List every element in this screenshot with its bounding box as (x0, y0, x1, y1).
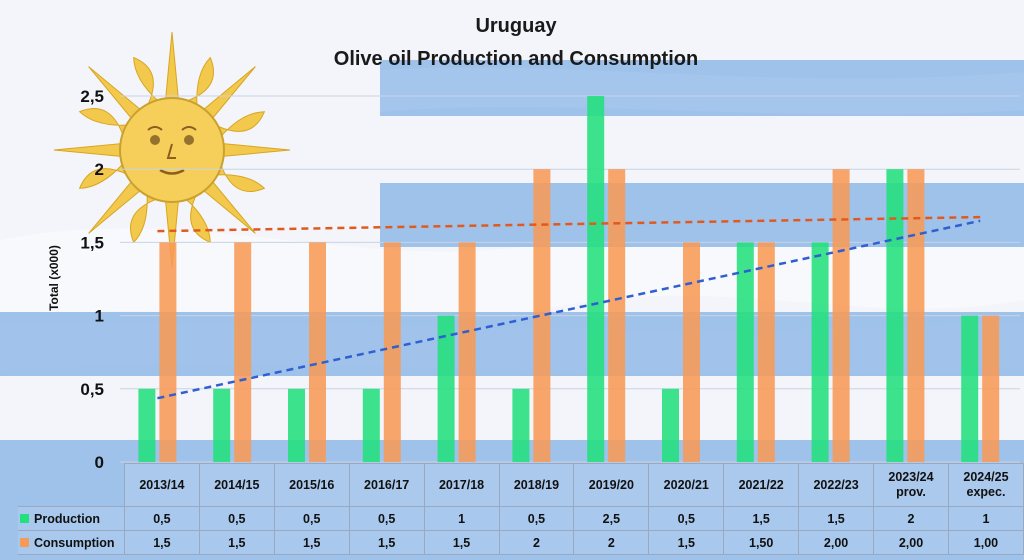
production-bar (587, 96, 605, 462)
y-axis-label: Total (x000) (47, 245, 61, 311)
y-tick-label: 2,5 (80, 87, 104, 106)
y-tick-label: 0 (95, 453, 104, 472)
data-label: 2 (573, 530, 650, 555)
category-label: 2018/19 (498, 463, 575, 507)
production-bar (886, 169, 904, 462)
sun-ray-wavy (214, 161, 266, 192)
category-label: 2017/18 (423, 463, 500, 507)
sun-ray-wavy (78, 162, 130, 189)
production-trendline (157, 219, 981, 400)
production-bar (437, 315, 455, 462)
sun-ray-wavy (214, 111, 266, 138)
consumption-bar (383, 242, 401, 462)
consumption-bar (234, 242, 252, 462)
consumption-bar (608, 169, 626, 462)
category-label: 2016/17 (348, 463, 425, 507)
consumption-bar (907, 169, 925, 462)
production-bar (736, 242, 754, 462)
data-label: 0,5 (198, 506, 275, 531)
legend-entry: Production (18, 506, 125, 531)
consumption-bar (757, 242, 775, 462)
data-table: 2013/14 2014/15 2015/16 2016/17 2017/18 2018/… (18, 463, 1024, 555)
table-row: Production 0,5 0,5 0,5 0,5 1 0,5 2,5 0,5 1,5 1,5 2 1 (18, 506, 1024, 531)
data-label: 0,5 (348, 506, 425, 531)
production-bar (811, 242, 829, 462)
data-label: 1,5 (123, 530, 200, 555)
consumption-bar (683, 242, 700, 462)
data-label: 1,50 (723, 530, 800, 555)
production-bar (961, 315, 979, 462)
consumption-bar (982, 315, 1000, 462)
consumption-bar (533, 169, 551, 462)
data-label: 1,5 (423, 530, 500, 555)
consumption-bar (832, 169, 850, 462)
data-label: 1,5 (348, 530, 425, 555)
data-label: 1,5 (648, 530, 725, 555)
data-label: 2,00 (873, 530, 949, 555)
sun-ray-wavy (183, 56, 214, 108)
category-label: 2014/15 (198, 463, 275, 507)
legend-swatch (20, 513, 29, 523)
category-label: 2013/14 (123, 463, 200, 507)
data-label: 0,5 (123, 506, 200, 531)
sun-ray-wavy (133, 56, 160, 108)
production-bar (362, 388, 380, 462)
data-label: 2 (873, 506, 949, 531)
category-label: 2021/22 (723, 463, 800, 507)
production-bar (138, 388, 156, 462)
consumption-bar (309, 242, 326, 462)
sun-ray-wavy (78, 108, 130, 139)
production-bar (288, 388, 305, 462)
category-label: 2023/24 prov. (873, 463, 949, 507)
data-label: 2,00 (798, 530, 875, 555)
table-corner (18, 464, 124, 507)
y-tick-label: 0,5 (80, 380, 104, 399)
data-label: 1,5 (723, 506, 800, 531)
data-label: 1 (947, 506, 1024, 531)
consumption-bar (458, 242, 476, 462)
production-bar (662, 388, 679, 462)
data-label: 2 (498, 530, 575, 555)
legend-swatch (20, 537, 29, 547)
data-label: 1,5 (273, 530, 350, 555)
data-label: 1 (423, 506, 500, 531)
category-label: 2015/16 (273, 463, 350, 507)
y-tick-label: 1,5 (80, 233, 104, 252)
legend-entry: Consumption (18, 530, 125, 555)
chart-subtitle: Olive oil Production and Consumption (334, 48, 698, 70)
data-label: 2,5 (573, 506, 650, 531)
consumption-bar (159, 242, 177, 462)
data-label: 1,5 (798, 506, 875, 531)
category-label: 2020/21 (648, 463, 725, 507)
sun-of-may-emblem (53, 31, 291, 269)
data-label: 1,00 (947, 530, 1024, 555)
table-row: Consumption 1,5 1,5 1,5 1,5 1,5 2 2 1,5 1,50 2,00 2… (18, 530, 1024, 555)
y-tick-label: 2 (95, 160, 104, 179)
data-label: 0,5 (498, 506, 575, 531)
production-bar (512, 388, 530, 462)
category-label: 2024/25 expec. (947, 463, 1024, 507)
production-bar (213, 388, 231, 462)
data-label: 0,5 (648, 506, 725, 531)
y-tick-label: 1 (95, 307, 104, 326)
chart-title: Uruguay (475, 15, 557, 37)
consumption-trendline (157, 215, 981, 233)
data-label: 1,5 (198, 530, 275, 555)
category-label: 2022/23 (798, 463, 875, 507)
category-label: 2019/20 (573, 463, 650, 507)
data-label: 0,5 (273, 506, 350, 531)
